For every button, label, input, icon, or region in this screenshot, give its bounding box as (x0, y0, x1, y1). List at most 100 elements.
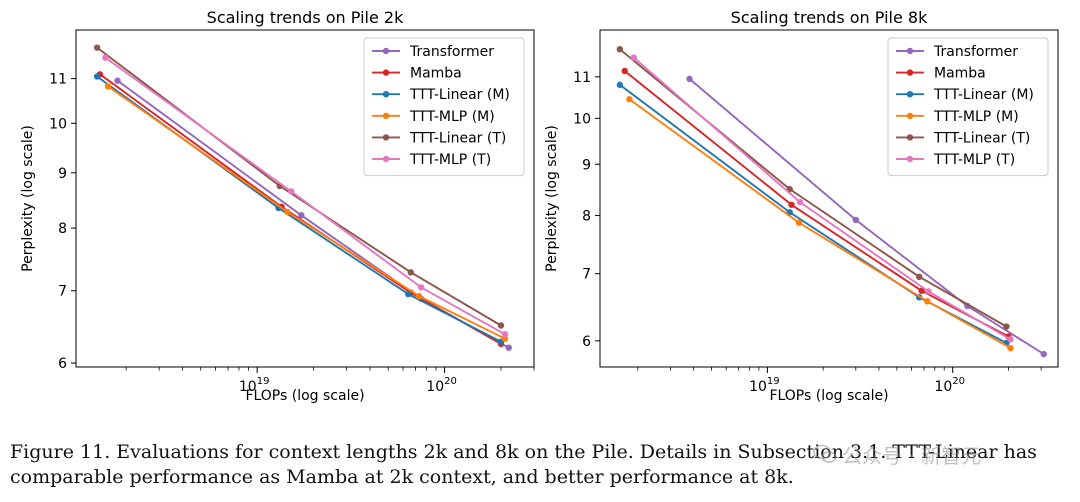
series-line-ttt-mlp-t (633, 56, 1011, 341)
y-axis-label: Perplexity (log scale) (544, 125, 560, 272)
data-point-ttt-mlp-m (924, 298, 931, 305)
legend-label: TTT-MLP (T) (933, 152, 1015, 168)
figure-caption: Figure 11. Evaluations for context lengt… (10, 440, 1070, 490)
data-point-ttt-mlp-m (626, 96, 633, 103)
data-point-ttt-linear-m (616, 81, 624, 89)
legend-label: TTT-Linear (M) (409, 87, 510, 103)
legend-item-ttt-linear-m: TTT-Linear (M) (896, 87, 1034, 103)
legend-label: Transformer (409, 44, 494, 60)
legend-marker (382, 112, 390, 120)
series-ttt-mlp-m (104, 83, 509, 342)
legend-label: TTT-MLP (M) (933, 109, 1019, 125)
plot-frame (75, 29, 535, 368)
series-ttt-mlp-t (102, 54, 509, 338)
figure-charts: Scaling trends on Pile 2k 10 19 1020 6 7 8 9 10 1… (20, 8, 1059, 404)
caption-line-2: comparable performance as Mamba at 2k co… (10, 466, 794, 488)
x-axis-label: FLOPs (log scale) (769, 388, 888, 404)
data-point-transformer (298, 212, 305, 219)
data-point-ttt-mlp-t (501, 331, 509, 338)
data-point-ttt-mlp-m (795, 219, 803, 226)
series-line-ttt-mlp-t (104, 56, 506, 336)
series-line-ttt-mlp-m (628, 98, 1011, 349)
legend-label: Mamba (934, 66, 986, 82)
legend-item-ttt-linear-t: TTT-Linear (T) (896, 130, 1030, 146)
x-tick-exponent: 20 (444, 376, 457, 387)
data-point-ttt-mlp-m (104, 83, 112, 90)
legend-item-mamba: Mamba (896, 66, 986, 82)
x-tick-exponent: 19 (257, 376, 270, 387)
legend-item-transformer: Transformer (896, 44, 1018, 60)
data-point-ttt-mlp-t (630, 54, 637, 61)
data-point-ttt-mlp-m (1007, 344, 1014, 352)
y-tick-label: 9 (58, 166, 67, 182)
data-point-transformer (1040, 350, 1047, 358)
y-tick-label: 7 (58, 284, 67, 300)
series-line-transformer (688, 78, 1045, 355)
series-ttt-mlp-m (626, 96, 1014, 352)
legend-marker (906, 134, 914, 141)
data-point-ttt-mlp-t (417, 284, 425, 291)
y-tick-label: 9 (582, 157, 591, 173)
legend-item-ttt-mlp-t: TTT-MLP (T) (372, 152, 491, 168)
legend-marker (906, 47, 914, 55)
x-tick-label: 1020 (934, 376, 965, 395)
data-point-ttt-linear-t (1003, 323, 1010, 330)
x-tick-exponent: 19 (767, 376, 780, 387)
data-point-ttt-mlp-m (415, 292, 423, 300)
legend-label: TTT-Linear (T) (409, 130, 506, 146)
chart-title: Scaling trends on Pile 8k (731, 8, 928, 27)
data-point-ttt-linear-m (93, 73, 101, 80)
chart-title: Scaling trends on Pile 2k (207, 8, 404, 27)
y-tick-label: 8 (582, 209, 591, 225)
legend-marker (906, 155, 914, 163)
legend-marker (906, 91, 914, 98)
data-point-ttt-mlp-t (796, 198, 804, 206)
data-point-ttt-mlp-t (1007, 336, 1014, 343)
data-point-mamba (788, 201, 795, 208)
series-line-ttt-mlp-m (107, 85, 506, 340)
legend-item-ttt-mlp-m: TTT-MLP (M) (372, 109, 495, 125)
legend-label: TTT-MLP (M) (409, 109, 495, 125)
data-point-mamba (621, 67, 628, 75)
data-point-transformer (505, 344, 512, 351)
data-point-ttt-linear-t (916, 273, 923, 281)
data-point-transformer (114, 77, 121, 84)
x-tick-exponent: 20 (952, 376, 965, 387)
legend-marker (382, 91, 390, 98)
legend-marker (906, 69, 914, 76)
caption-line-1: Figure 11. Evaluations for context lengt… (10, 441, 1037, 463)
series-line-ttt-linear-m (619, 84, 1007, 344)
data-point-mamba (918, 287, 925, 295)
series-ttt-mlp-t (630, 54, 1014, 343)
legend-marker (382, 47, 390, 55)
y-tick-label: 8 (58, 221, 67, 237)
legend-label: TTT-MLP (T) (409, 152, 491, 168)
data-point-ttt-linear-t (407, 269, 414, 276)
legend-item-mamba: Mamba (372, 66, 462, 82)
legend-item-ttt-linear-m: TTT-Linear (M) (372, 87, 510, 103)
legend-marker (382, 155, 390, 163)
legend-item-transformer: Transformer (372, 44, 494, 60)
y-axis-label: Perplexity (log scale) (20, 125, 36, 272)
data-point-transformer (686, 75, 693, 83)
data-point-transformer (852, 216, 859, 224)
legend-marker (382, 69, 390, 76)
data-point-ttt-linear-t (93, 44, 101, 51)
y-tick-label: 11 (49, 72, 67, 88)
y-tick-label: 6 (582, 334, 591, 350)
data-point-ttt-linear-t (616, 46, 624, 53)
legend: Transformer Mamba TTT-Linear (M) TTT-MLP (M… (363, 37, 525, 177)
legend: Transformer Mamba TTT-Linear (M) TTT-MLP (M… (887, 37, 1049, 177)
y-tick-label: 10 (49, 116, 67, 132)
legend-label: Transformer (933, 44, 1018, 60)
legend-label: TTT-Linear (T) (933, 130, 1030, 146)
y-tick-label: 7 (582, 267, 591, 283)
legend-label: Mamba (410, 66, 462, 82)
legend-box (887, 37, 1049, 177)
legend-label: TTT-Linear (M) (933, 87, 1034, 103)
legend-item-ttt-linear-t: TTT-Linear (T) (372, 130, 506, 146)
legend-marker (906, 112, 914, 120)
data-point-ttt-linear-t (497, 322, 505, 329)
